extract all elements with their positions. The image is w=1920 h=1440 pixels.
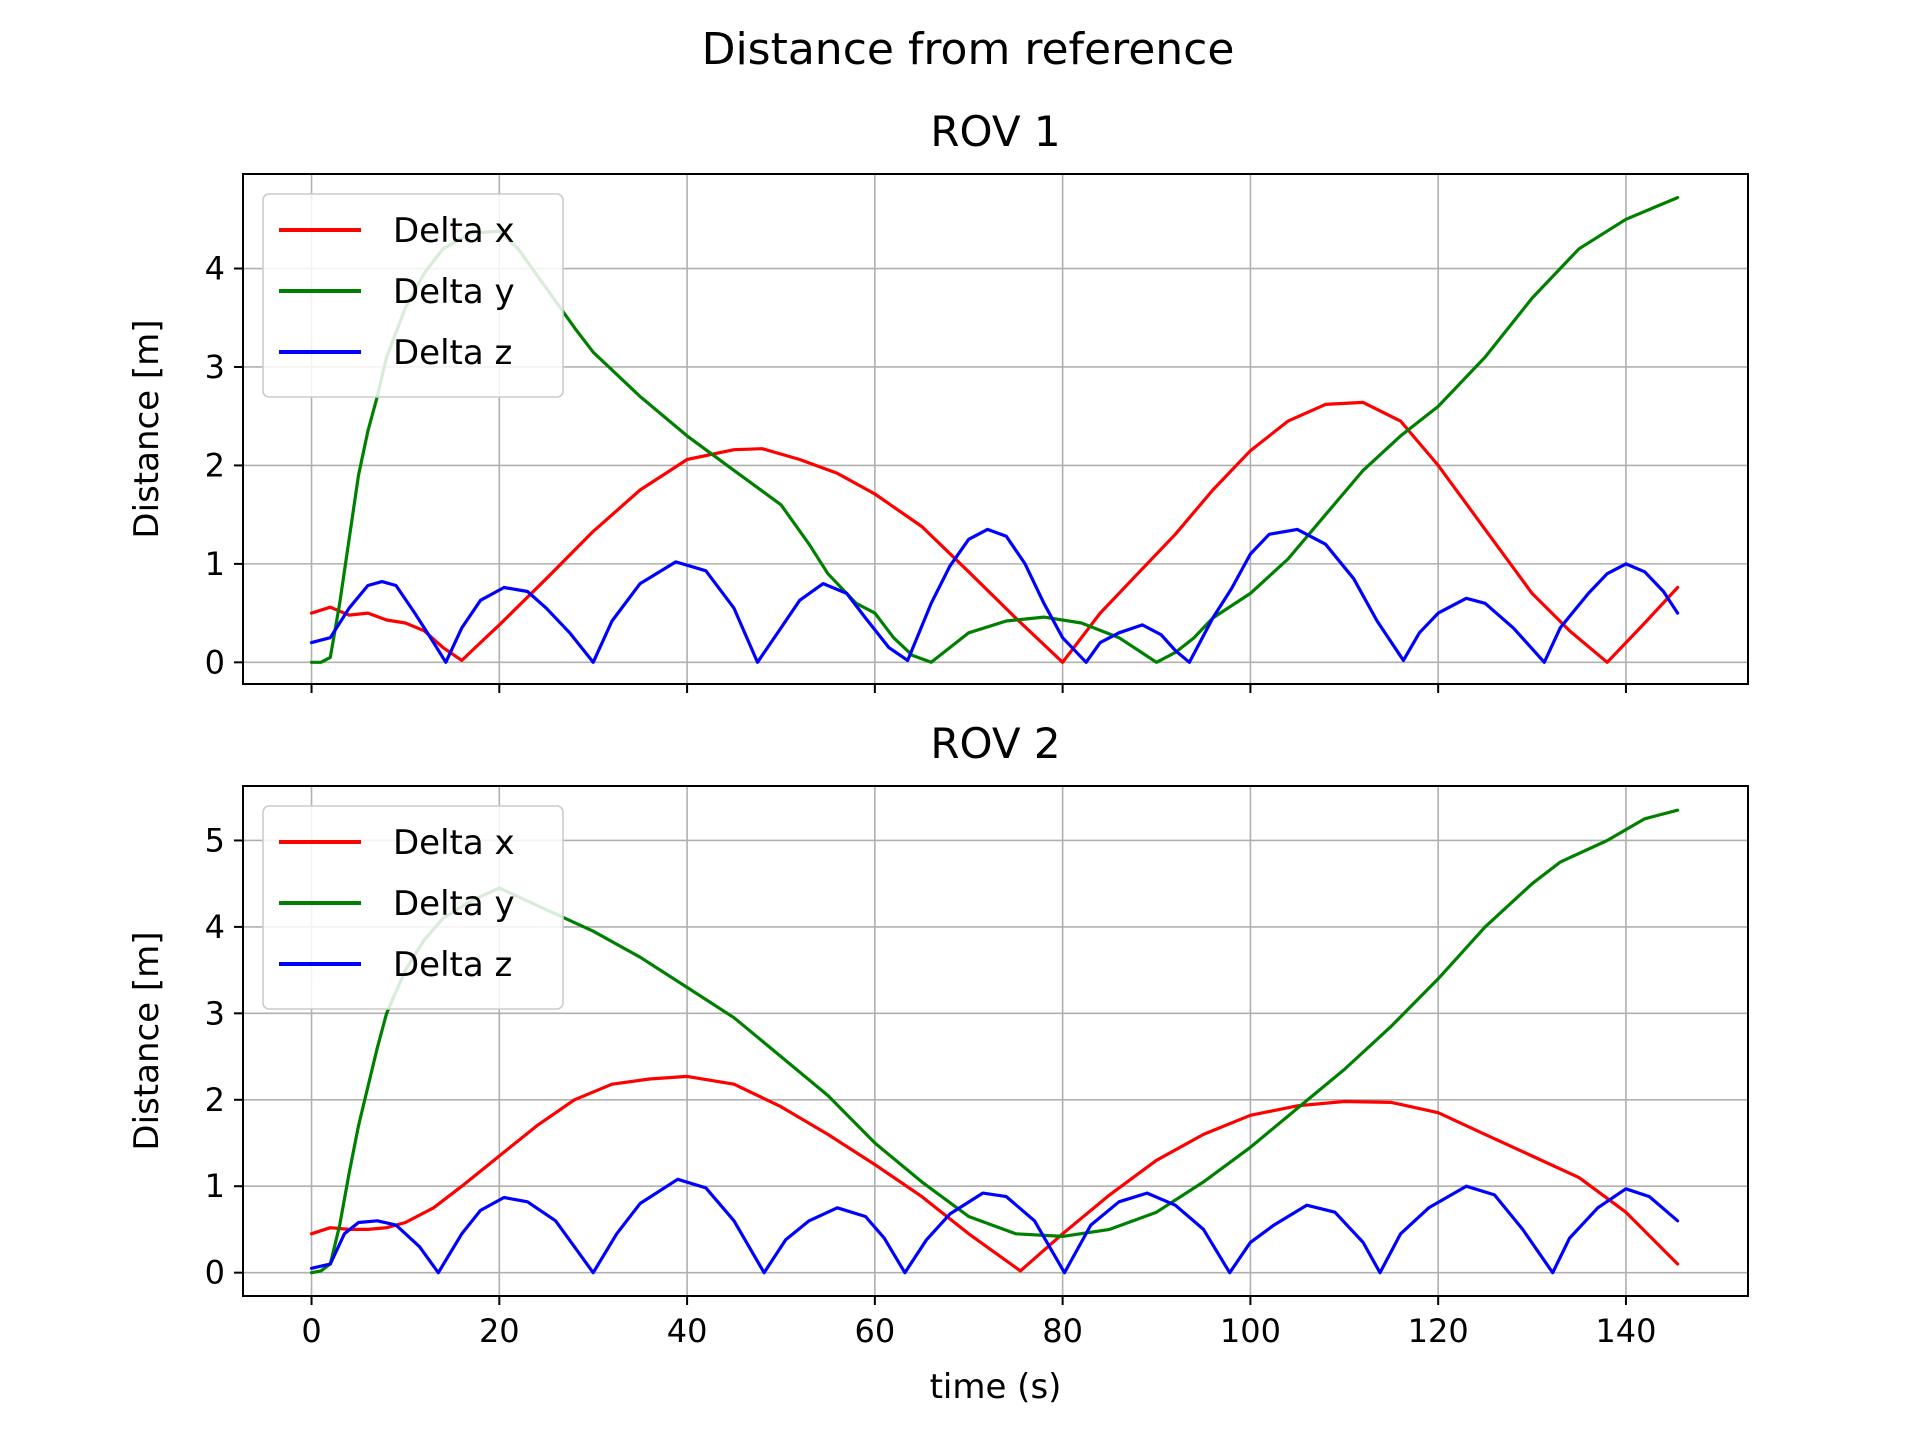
- y-tick-label: 1: [205, 545, 225, 583]
- legend-box: [262, 193, 564, 398]
- figure-title: Distance from reference: [702, 24, 1235, 75]
- series-line-delta-x: [309, 1074, 1680, 1273]
- x-tick-label: 0: [301, 1312, 321, 1350]
- y-tick-label: 4: [205, 908, 225, 946]
- x-tick-label: 20: [479, 1312, 520, 1350]
- legend-label: Delta y: [393, 884, 515, 924]
- legend-label: Delta z: [393, 945, 512, 985]
- y-tick-label: 2: [205, 446, 225, 484]
- series-line-delta-x: [309, 400, 1680, 664]
- plot-frame: [242, 785, 1749, 1297]
- x-tick-label: 60: [854, 1312, 895, 1350]
- plot-frame: [242, 173, 1749, 685]
- series-line-delta-y: [309, 808, 1680, 1275]
- y-tick-label: 3: [205, 348, 225, 386]
- subplot-title: ROV 1: [930, 107, 1060, 156]
- series-line-delta-z: [309, 1177, 1680, 1275]
- subplot-2: ROV 2 0 20 40 60 80 100 120 140 0 1 2 3 4 5 Distance [m…: [127, 719, 1749, 1407]
- legend-label: Delta x: [393, 823, 515, 863]
- y-tick-label: 3: [205, 994, 225, 1032]
- x-tick-label: 40: [667, 1312, 708, 1350]
- legend-label: Delta z: [393, 333, 512, 373]
- x-tick-label: 120: [1408, 1312, 1469, 1350]
- y-tick-label: 5: [205, 821, 225, 859]
- legend-box: [262, 805, 564, 1010]
- y-axis-label: Distance [m]: [127, 931, 167, 1150]
- y-tick-label: 0: [205, 1254, 225, 1292]
- series-group: [309, 808, 1680, 1275]
- x-axis-label: time (s): [930, 1367, 1062, 1407]
- legend-label: Delta y: [393, 272, 515, 312]
- series-line-delta-z: [309, 527, 1680, 664]
- y-axis-label: Distance [m]: [127, 319, 167, 538]
- legend-label: Delta x: [393, 211, 515, 251]
- y-tick-label: 1: [205, 1167, 225, 1205]
- legend: Delta x Delta y Delta z: [262, 805, 564, 1010]
- y-tick-label: 0: [205, 643, 225, 681]
- x-tick-label: 140: [1595, 1312, 1656, 1350]
- legend: Delta x Delta y Delta z: [262, 193, 564, 398]
- subplot-title: ROV 2: [930, 719, 1060, 768]
- x-tick-label: 100: [1220, 1312, 1281, 1350]
- x-tick-label: 80: [1042, 1312, 1083, 1350]
- y-tick-label: 4: [205, 250, 225, 288]
- y-tick-label: 2: [205, 1081, 225, 1119]
